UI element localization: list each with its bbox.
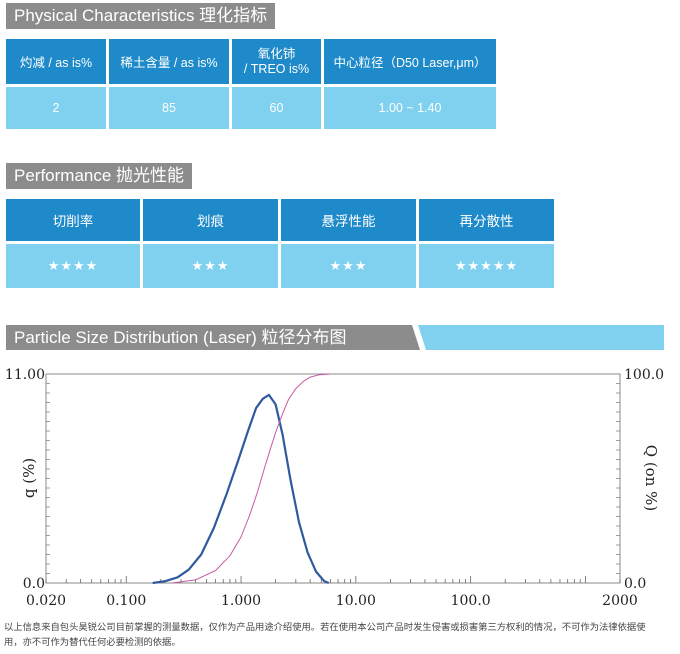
y-axis-label-left: q (%) [20, 458, 38, 498]
physical-section-title: Physical Characteristics 理化指标 [6, 3, 276, 29]
performance-header-row: 切削率 划痕 悬浮性能 再分散性 [6, 199, 554, 241]
psd-banner-bg [6, 325, 420, 350]
psd-chart: 0.020 0.100 1.000 10.00 100.0 20000.011.000.0… [5, 367, 664, 609]
stars-suspension: ★★★ [281, 244, 416, 288]
y-right-tick-label: 100.0 [624, 367, 664, 383]
header-redispersion: 再分散性 [419, 199, 554, 241]
physical-value-row: 2 85 60 1.00 ~ 1.40 [6, 87, 496, 129]
value-d50: 1.00 ~ 1.40 [324, 87, 496, 129]
physical-header-row: 灼减 / as is% 稀土含量 / as is% 氧化铈 / TREO is%… [6, 39, 496, 84]
y-axis-label-right: Q (on %) [642, 445, 660, 511]
header-scratch: 划痕 [143, 199, 278, 241]
disclaimer-footnote: 以上信息来自包头昊锐公司目前掌握的测量数据，仅作为产品用途介绍使用。若在使用本公… [4, 622, 646, 648]
value-rare-earth-content: 85 [109, 87, 229, 129]
psd-section-title: Particle Size Distribution (Laser) 粒径分布图 [14, 328, 347, 347]
y-left-tick-label: 11.00 [5, 367, 45, 383]
header-cutting-rate: 切削率 [6, 199, 140, 241]
header-d50: 中心粒径（D50 Laser,μm） [324, 39, 496, 84]
performance-section-title: Performance 抛光性能 [6, 163, 193, 189]
header-rare-earth-content: 稀土含量 / as is% [109, 39, 229, 84]
x-tick-label: 100.0 [451, 593, 491, 609]
series-q-line [152, 393, 330, 585]
stars-cutting-rate: ★★★★ [6, 244, 140, 288]
x-tick-label: 1.000 [221, 593, 261, 609]
x-tick-label: 10.00 [336, 593, 376, 609]
header-ceo2-treo: 氧化铈 / TREO is% [232, 39, 321, 84]
y-right-tick-label: 0.0 [624, 576, 646, 592]
value-loss-on-ignition: 2 [6, 87, 106, 129]
x-tick-label: 2000 [602, 593, 638, 609]
performance-stars-row: ★★★★ ★★★ ★★★ ★★★★★ [6, 244, 554, 288]
stars-redispersion: ★★★★★ [419, 244, 554, 288]
stars-scratch: ★★★ [143, 244, 278, 288]
psd-banner-accent [418, 325, 664, 350]
header-suspension: 悬浮性能 [281, 199, 416, 241]
psd-banner [6, 325, 664, 350]
y-left-tick-label: 0.0 [23, 576, 45, 592]
series-Q-line [171, 373, 331, 584]
header-loss-on-ignition: 灼减 / as is% [6, 39, 106, 84]
value-ceo2-treo: 60 [232, 87, 321, 129]
x-tick-label: 0.100 [106, 593, 146, 609]
plot-frame [45, 373, 621, 584]
x-tick-label: 0.020 [26, 593, 66, 609]
